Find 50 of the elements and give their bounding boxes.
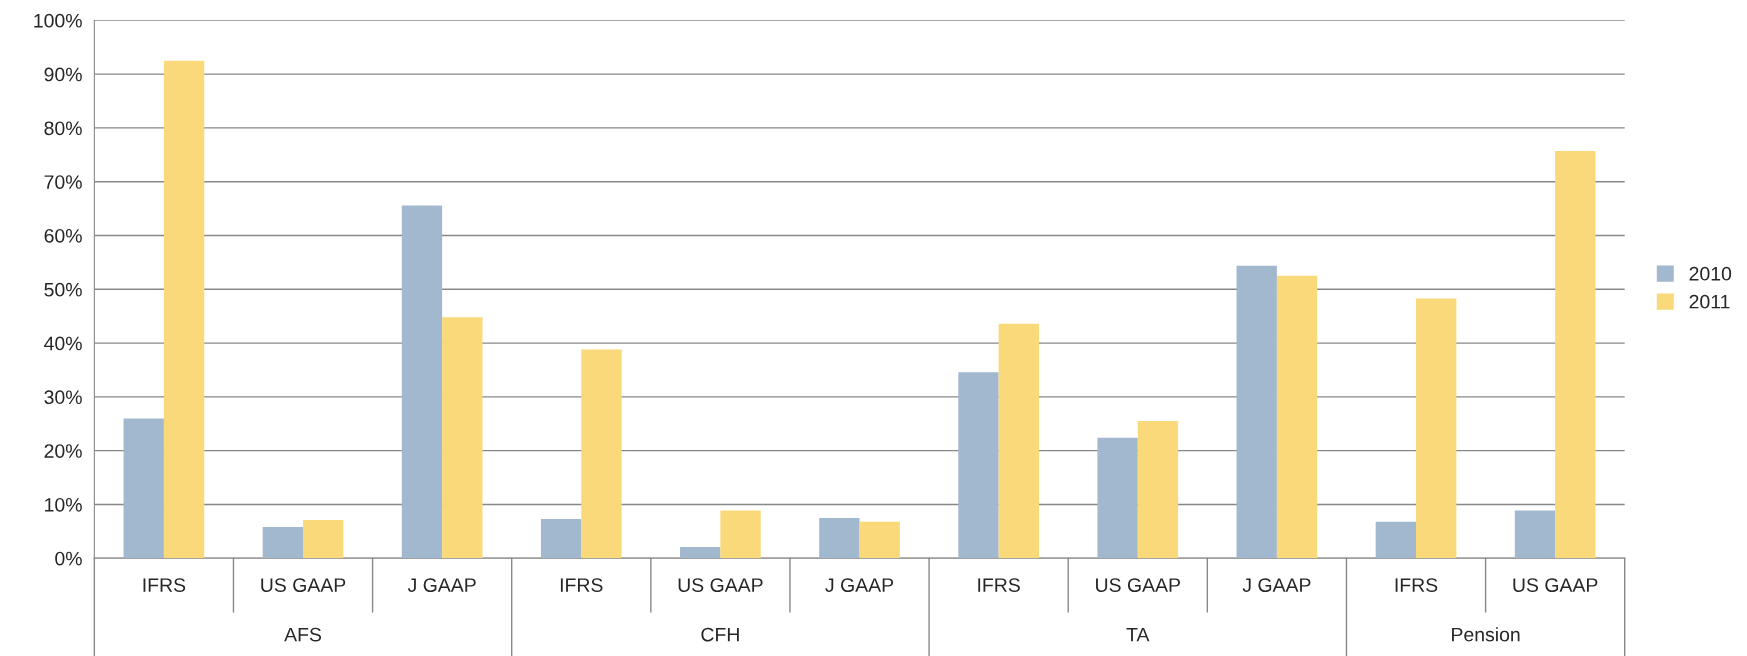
y-tick-label: 60% [44,228,82,243]
x-tick-label: IFRS [143,578,186,592]
bar [581,349,622,559]
legend-label: 2010 [1689,266,1732,281]
bar [720,510,761,559]
bar [1416,298,1457,559]
y-tick-label: 30% [44,390,82,405]
bar [819,517,860,559]
text: TA [1126,627,1150,642]
y-tick-label: 100% [34,13,82,28]
bar [540,518,582,559]
bar [262,527,304,559]
y-tick-label: 20% [44,444,82,458]
bar [680,546,721,559]
x-tick-label: J GAAP [825,578,894,592]
bar [958,372,999,559]
text: AFS [284,627,322,642]
y-tick-label: 90% [44,67,82,82]
x-tick-label: J GAAP [1242,578,1311,592]
y-tick-label: 80% [44,121,82,136]
text: CFH [701,627,739,642]
bar [442,317,483,559]
x-tick-label: J GAAP [407,578,476,592]
y-tick-label: 40% [44,336,82,351]
x-tick-label: IFRS [1395,578,1438,592]
y-tick-label: 50% [44,282,82,297]
x-tick-label: US GAAP [678,578,763,592]
y-tick-label: 70% [44,175,82,189]
bar [123,418,164,559]
bar [1097,437,1138,559]
x-tick-label: US GAAP [261,578,346,592]
x-tick-label: IFRS [560,578,603,592]
x-tick-label: US GAAP [1513,578,1598,592]
x-tick-label: IFRS [978,578,1020,592]
text: Pension [1452,627,1520,642]
x-tick-label: US GAAP [1096,578,1180,592]
bar [1375,521,1417,559]
bar [1236,265,1277,559]
bar [1555,151,1596,559]
bar [1276,275,1318,559]
bar [401,205,443,559]
bar [163,60,205,559]
bar [1514,510,1556,559]
bar [859,521,900,559]
legend-label: 2011 [1689,294,1730,309]
y-tick-label: 0% [55,551,82,566]
bar [303,520,344,559]
y-tick-label: 10% [45,497,82,512]
bar [1137,421,1179,559]
bar [998,323,1039,559]
